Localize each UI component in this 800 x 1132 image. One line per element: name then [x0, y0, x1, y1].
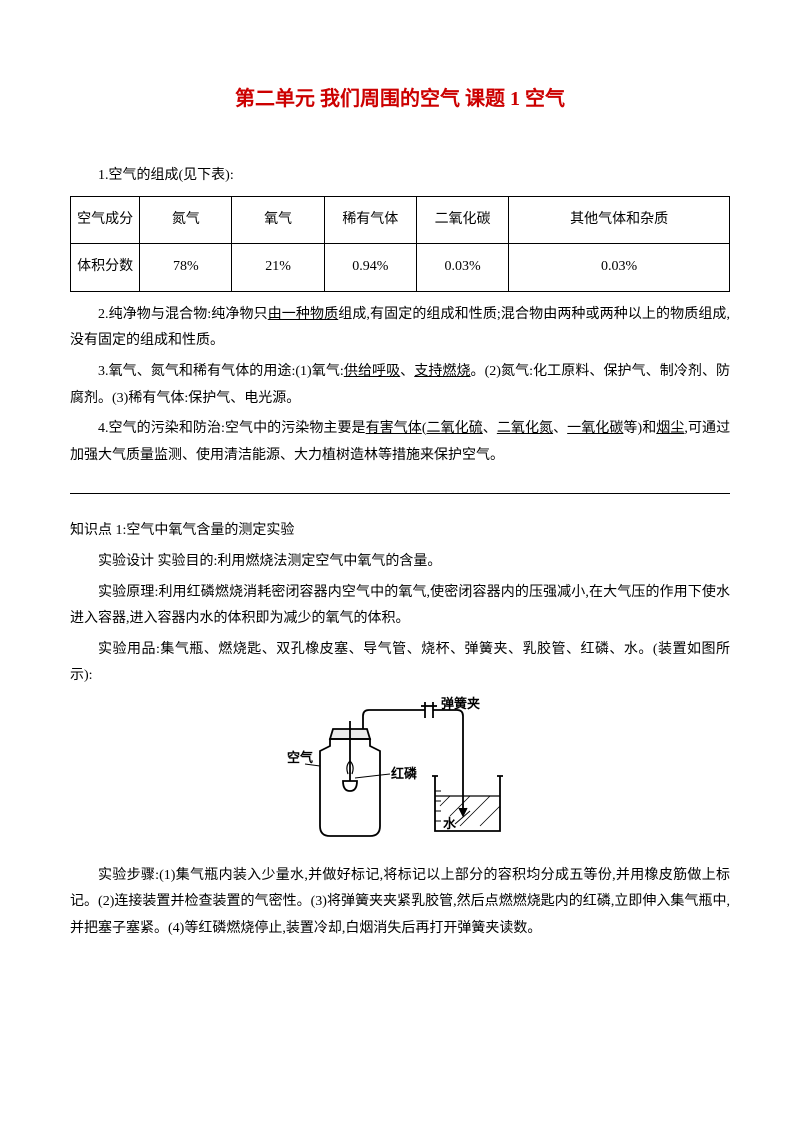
section3-sep1: 、 — [400, 364, 414, 379]
section4-u3: 二氧化氮 — [497, 421, 553, 436]
val-o2: 21% — [232, 244, 324, 292]
label-line-icon — [355, 774, 390, 778]
kp1-heading: 知识点 1:空气中氧气含量的测定实验 — [70, 518, 730, 545]
section2-para: 2.纯净物与混合物:纯净物只由一种物质组成,有固定的组成和性质;混合物由两种或两… — [70, 302, 730, 355]
kp1-p3: 实验用品:集气瓶、燃烧匙、双孔橡皮塞、导气管、烧杯、弹簧夹、乳胶管、红磷、水。(… — [70, 637, 730, 690]
spoon-cup-icon — [343, 781, 357, 791]
table-row: 体积分数 78% 21% 0.94% 0.03% 0.03% — [71, 244, 730, 292]
colhead-other: 其他气体和杂质 — [509, 196, 730, 244]
divider — [70, 493, 730, 494]
water-hatch-icon — [480, 806, 500, 826]
section4-u5: 烟尘 — [656, 421, 684, 436]
table-row: 空气成分 氮气 氧气 稀有气体 二氧化碳 其他气体和杂质 — [71, 196, 730, 244]
apparatus-diagram: 弹簧夹 空气 红磷 水 — [285, 696, 515, 846]
kp1-p1: 实验设计 实验目的:利用燃烧法测定空气中氧气的含量。 — [70, 549, 730, 576]
apparatus-diagram-wrap: 弹簧夹 空气 红磷 水 — [70, 696, 730, 857]
label-spring-clip: 弹簧夹 — [441, 696, 480, 711]
section4-u4: 一氧化碳 — [567, 421, 623, 436]
val-other: 0.03% — [509, 244, 730, 292]
page-title: 第二单元 我们周围的空气 课题 1 空气 — [70, 80, 730, 118]
section1-heading: 1.空气的组成(见下表): — [70, 163, 730, 190]
val-n2: 78% — [140, 244, 232, 292]
section3-para: 3.氧气、氮气和稀有气体的用途:(1)氧气:供给呼吸、支持燃烧。(2)氮气:化工… — [70, 359, 730, 412]
kp1-p4: 实验步骤:(1)集气瓶内装入少量水,并做好标记,将标记以上部分的容积均分成五等份… — [70, 863, 730, 943]
section3-u2: 支持燃烧 — [414, 364, 470, 379]
section3-pre: 3.氧气、氮气和稀有气体的用途:(1)氧气: — [98, 364, 344, 379]
rowhead-1: 空气成分 — [71, 196, 140, 244]
label-red-p: 红磷 — [391, 766, 418, 781]
val-rare: 0.94% — [324, 244, 416, 292]
label-air: 空气 — [287, 750, 313, 765]
section4-rp: 等)和 — [623, 421, 656, 436]
section2-pre: 2.纯净物与混合物:纯净物只 — [98, 307, 268, 322]
section4-u2: 二氧化硫 — [427, 421, 483, 436]
water-hatch-icon — [440, 796, 450, 806]
colhead-o2: 氧气 — [232, 196, 324, 244]
section4-u1: 有害气体 — [366, 421, 422, 436]
colhead-rare: 稀有气体 — [324, 196, 416, 244]
label-water: 水 — [443, 816, 457, 831]
val-co2: 0.03% — [416, 244, 508, 292]
rowhead-2: 体积分数 — [71, 244, 140, 292]
section4-sep1: 、 — [483, 421, 497, 436]
kp1-p2: 实验原理:利用红磷燃烧消耗密闭容器内空气中的氧气,使密闭容器内的压强减小,在大气… — [70, 580, 730, 633]
composition-table: 空气成分 氮气 氧气 稀有气体 二氧化碳 其他气体和杂质 体积分数 78% 21… — [70, 196, 730, 292]
tube-icon — [363, 710, 425, 729]
section4-para: 4.空气的污染和防治:空气中的污染物主要是有害气体(二氧化硫、二氧化氮、一氧化碳… — [70, 416, 730, 469]
section4-pre: 4.空气的污染和防治:空气中的污染物主要是 — [98, 421, 366, 436]
section2-u1: 由一种物质 — [268, 307, 339, 322]
colhead-n2: 氮气 — [140, 196, 232, 244]
colhead-co2: 二氧化碳 — [416, 196, 508, 244]
section4-sep2: 、 — [553, 421, 567, 436]
section3-u1: 供给呼吸 — [344, 364, 400, 379]
